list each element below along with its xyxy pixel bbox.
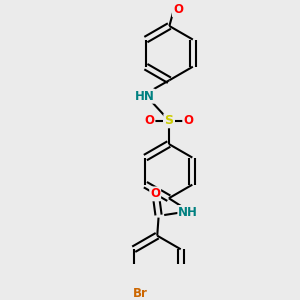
Text: Br: Br bbox=[133, 287, 148, 300]
Text: O: O bbox=[145, 114, 154, 127]
Text: O: O bbox=[183, 114, 193, 127]
Text: HN: HN bbox=[135, 90, 155, 103]
Text: S: S bbox=[164, 114, 173, 127]
Text: O: O bbox=[173, 3, 183, 16]
Text: NH: NH bbox=[178, 206, 198, 219]
Text: O: O bbox=[150, 188, 160, 200]
